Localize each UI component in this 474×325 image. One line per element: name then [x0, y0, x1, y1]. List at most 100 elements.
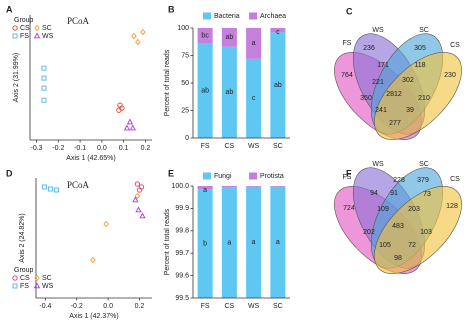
bar-segment	[270, 32, 286, 138]
legend-label: WS	[42, 283, 54, 290]
venn-count: 210	[418, 95, 430, 102]
legend-marker	[12, 275, 18, 281]
panel-letter: E	[168, 168, 174, 178]
x-tick-label: SC	[273, 303, 283, 310]
x-tick-label: CS	[225, 143, 235, 150]
legend-label: FS	[20, 33, 29, 40]
bar-segment	[270, 186, 286, 187]
panel-letter: D	[6, 168, 13, 178]
legend-label: FS	[20, 283, 29, 290]
legend-swatch	[249, 172, 257, 180]
y-axis-label: Axis 2 (24.82%)	[19, 213, 26, 262]
bar-segment	[197, 28, 213, 44]
venn-count: 103	[420, 229, 432, 236]
point	[129, 124, 136, 131]
venn-count: 91	[390, 190, 398, 197]
y-tick-label: 99.8	[175, 228, 189, 235]
x-tick-label: FS	[201, 303, 210, 310]
venn-count: 277	[389, 120, 401, 127]
panel-letter: C	[346, 6, 353, 16]
venn-count: 202	[363, 229, 375, 236]
bar-segment	[246, 186, 262, 298]
panel-letter: F	[346, 168, 352, 178]
point	[116, 107, 122, 113]
venn-count: 118	[414, 62, 425, 69]
plot-title: PCoA	[67, 180, 90, 190]
bar-segment	[197, 189, 213, 298]
bar-segment	[221, 186, 237, 188]
bar-segment	[221, 187, 237, 298]
point	[47, 186, 53, 192]
x-tick-label: 0.1	[119, 145, 129, 152]
venn-count: 109	[377, 206, 389, 213]
point	[134, 181, 141, 187]
legend-marker	[33, 32, 41, 39]
venn-set-label: WS	[372, 161, 384, 168]
bar-letter: a	[252, 239, 256, 246]
venn-count: 105	[379, 242, 391, 249]
point	[123, 124, 131, 131]
point	[132, 196, 139, 203]
y-axis-label: Percent of total reads	[164, 208, 171, 275]
point	[41, 75, 47, 81]
panel-letter: A	[6, 4, 13, 14]
venn-count: 98	[394, 255, 402, 262]
legend-title: Group	[14, 267, 34, 274]
x-tick-label: 0.2	[141, 145, 151, 152]
venn-count: 94	[370, 190, 378, 197]
x-tick-label: -0.2	[71, 303, 83, 310]
venn-count: 236	[363, 45, 375, 52]
venn-set-label: SC	[419, 27, 429, 34]
point	[41, 97, 47, 103]
bar-segment	[246, 186, 262, 187]
bar-letter: ab	[225, 34, 233, 41]
bar-letter: a	[227, 239, 231, 246]
point	[90, 256, 96, 264]
y-tick-label: 99.6	[175, 272, 189, 279]
point	[103, 220, 109, 228]
legend-swatch	[203, 172, 211, 180]
venn-count: 228	[393, 177, 405, 184]
point	[42, 184, 47, 190]
y-tick-label: 100	[177, 25, 189, 32]
legend-marker	[34, 274, 40, 282]
venn-count: 221	[372, 79, 384, 86]
point	[139, 212, 146, 219]
y-tick-label: 50	[181, 80, 189, 87]
venn-count: 203	[408, 206, 420, 213]
legend-label: Bacteria	[214, 13, 240, 20]
venn-set	[374, 52, 462, 140]
bar-letter: ab	[274, 82, 282, 89]
x-tick-label: -0.2	[52, 145, 64, 152]
y-axis-label: Percent of total reads	[164, 49, 171, 116]
legend-label: CS	[20, 275, 30, 282]
bar-segment	[221, 28, 237, 47]
x-axis-label: Axis 1 (42.65%)	[66, 155, 115, 162]
y-tick-label: 0	[185, 135, 189, 142]
venn-set-label: WS	[372, 27, 384, 34]
bar-letter: a	[203, 187, 207, 194]
venn-count: 230	[444, 72, 456, 79]
x-tick-label: -0.3	[31, 145, 43, 152]
x-tick-label: SC	[273, 143, 283, 150]
x-tick-label: -0.1	[74, 145, 86, 152]
y-axis-label: Axis 2 (31.99%)	[13, 53, 20, 102]
x-axis-label: Axis 1 (42.37%)	[69, 313, 118, 320]
point	[135, 38, 141, 46]
legend-label: Fungi	[214, 173, 232, 180]
legend-label: CS	[20, 25, 30, 32]
x-tick-label: -0.4	[39, 303, 51, 310]
bar-segment	[246, 58, 262, 138]
bar-letter: bc	[201, 33, 209, 40]
point	[54, 187, 59, 193]
venn-count: 73	[423, 191, 431, 198]
legend-marker	[34, 24, 40, 32]
bar-segment	[221, 46, 237, 139]
venn-set-label: SC	[419, 161, 429, 168]
point	[140, 28, 146, 36]
legend-swatch	[249, 12, 257, 20]
venn-set-label: CS	[450, 176, 460, 183]
bar-letter: c	[252, 95, 256, 102]
legend-label: WS	[42, 33, 54, 40]
